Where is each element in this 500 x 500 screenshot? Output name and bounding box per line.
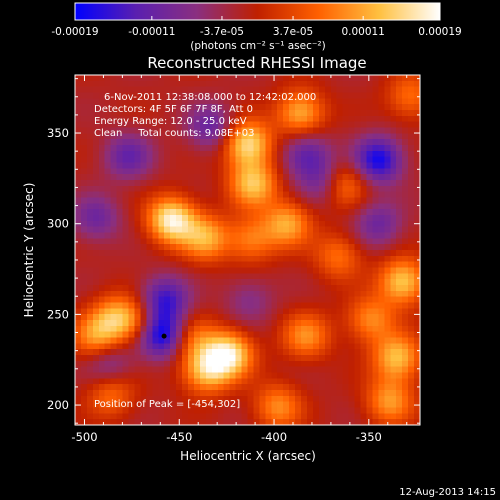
annotation-detectors: Detectors: 4F 5F 6F 7F 8F, Att 0 [94,104,253,115]
colorbar-tick-label: 0.00011 [341,26,384,38]
x-axis-label: Heliocentric X (arcsec) [180,449,316,463]
x-tick-label: -450 [166,430,192,444]
annotation-peak-position: Position of Peak = [-454,302] [94,399,240,410]
colorbar-tick-label: 0.00019 [418,26,461,38]
colorbar-ticks: -0.00019 -0.00011 -3.7e-05 3.7e-05 0.00011 0.… [51,16,462,38]
colorbar-unit-label: (photons cm⁻² s⁻¹ asec⁻²) [190,40,325,52]
colorbar-tick-label: -0.00011 [128,26,175,38]
x-axis-ticks: -500 -450 -400 -350 [71,75,408,444]
annotation-time: 6-Nov-2011 12:38:08.000 to 12:42:02.000 [104,92,316,103]
y-axis-ticks: 200 250 300 350 [47,78,420,424]
colorbar-tick-label: -0.00019 [51,26,98,38]
footer-date: 12-Aug-2013 14:15 [399,487,496,498]
x-tick-label: -500 [71,430,97,444]
plot-frame [74,74,421,426]
annotation-clean: Clean Total counts: 9.08E+03 [94,128,254,139]
annotation-energy: Energy Range: 12.0 - 25.0 keV [94,116,247,127]
x-tick-label: -350 [356,430,382,444]
annotations: 6-Nov-2011 12:38:08.000 to 12:42:02.000 … [94,92,316,410]
chart-title: Reconstructed RHESSI Image [147,54,366,72]
plot-area: 6-Nov-2011 12:38:08.000 to 12:42:02.000 … [47,74,421,444]
y-tick-label: 250 [47,307,69,321]
colorbar: -0.00019 -0.00011 -3.7e-05 3.7e-05 0.00011 0.… [51,2,462,52]
colorbar-gradient [74,2,441,21]
colorbar-tick-label: 3.7e-05 [273,26,313,38]
y-tick-label: 350 [47,126,69,140]
colorbar-tick-label: -3.7e-05 [200,26,244,38]
x-tick-label: -400 [261,430,287,444]
y-tick-label: 300 [47,217,69,231]
min-marker [161,333,167,339]
heatmap-image [75,75,420,425]
y-axis-label: Heliocentric Y (arcsec) [22,183,36,318]
y-tick-label: 200 [47,398,69,412]
